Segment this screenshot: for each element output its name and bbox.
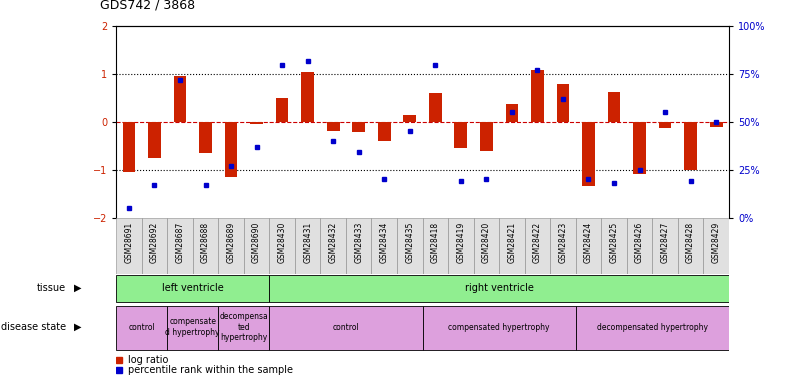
Bar	[703, 217, 729, 274]
Bar	[480, 122, 493, 150]
Bar	[633, 122, 646, 174]
Bar	[423, 306, 576, 350]
Bar	[582, 122, 595, 186]
Text: GSM28435: GSM28435	[405, 222, 414, 263]
Text: ▶: ▶	[74, 322, 81, 332]
Bar	[372, 217, 397, 274]
Bar	[218, 217, 244, 274]
Text: GSM28429: GSM28429	[711, 222, 721, 263]
Bar	[301, 72, 314, 122]
Text: control: control	[128, 322, 155, 332]
Bar	[454, 122, 467, 148]
Text: decompensa
ted
hypertrophy: decompensa ted hypertrophy	[219, 312, 268, 342]
Text: compensated hypertrophy: compensated hypertrophy	[449, 322, 549, 332]
Bar	[224, 122, 237, 177]
Bar	[174, 76, 187, 122]
Text: compensate
d hypertrophy: compensate d hypertrophy	[166, 318, 220, 337]
Text: ▶: ▶	[74, 283, 81, 293]
Bar	[525, 217, 550, 274]
Text: GSM28426: GSM28426	[635, 222, 644, 263]
Text: decompensated hypertrophy: decompensated hypertrophy	[597, 322, 708, 332]
Text: GSM28427: GSM28427	[661, 222, 670, 263]
Text: GSM28425: GSM28425	[610, 222, 618, 263]
Bar	[608, 92, 621, 122]
Text: GDS742 / 3868: GDS742 / 3868	[100, 0, 195, 11]
Bar	[531, 70, 544, 122]
Text: GSM28423: GSM28423	[558, 222, 567, 263]
Text: GSM28691: GSM28691	[124, 222, 134, 263]
Text: left ventricle: left ventricle	[162, 283, 223, 293]
Text: GSM28421: GSM28421	[507, 222, 517, 263]
Bar	[678, 217, 703, 274]
Bar	[352, 122, 365, 132]
Text: GSM28431: GSM28431	[303, 222, 312, 263]
Bar	[378, 122, 391, 141]
Bar	[602, 217, 626, 274]
Text: GSM28690: GSM28690	[252, 222, 261, 263]
Text: GSM28418: GSM28418	[431, 222, 440, 263]
Bar	[116, 217, 142, 274]
Bar	[167, 306, 218, 350]
Bar	[295, 217, 320, 274]
Bar	[320, 217, 346, 274]
Text: disease state: disease state	[1, 322, 66, 332]
Text: GSM28420: GSM28420	[482, 222, 491, 263]
Bar	[557, 84, 570, 122]
Bar	[193, 217, 218, 274]
Bar	[142, 217, 167, 274]
Bar	[404, 115, 417, 122]
Bar	[710, 122, 723, 127]
Text: GSM28434: GSM28434	[380, 222, 388, 263]
Text: GSM28688: GSM28688	[201, 222, 210, 263]
Bar	[116, 306, 167, 350]
Bar	[148, 122, 161, 158]
Bar	[397, 217, 423, 274]
Bar	[448, 217, 473, 274]
Text: percentile rank within the sample: percentile rank within the sample	[128, 365, 293, 375]
Text: tissue: tissue	[37, 283, 66, 293]
Bar	[276, 98, 288, 122]
Bar	[627, 217, 652, 274]
Text: control: control	[332, 322, 360, 332]
Bar	[423, 217, 448, 274]
Text: GSM28432: GSM28432	[328, 222, 338, 263]
Bar	[429, 93, 441, 122]
Text: log ratio: log ratio	[128, 354, 169, 364]
Bar	[499, 217, 525, 274]
Bar	[652, 217, 678, 274]
Bar	[327, 122, 340, 132]
Text: GSM28419: GSM28419	[457, 222, 465, 263]
Bar	[576, 217, 602, 274]
Bar	[250, 122, 263, 124]
Bar	[505, 104, 518, 122]
Text: GSM28687: GSM28687	[175, 222, 184, 263]
Bar	[346, 217, 372, 274]
Text: GSM28422: GSM28422	[533, 222, 542, 263]
Bar	[199, 122, 212, 153]
Text: GSM28424: GSM28424	[584, 222, 593, 263]
Bar	[123, 122, 135, 172]
Text: right ventricle: right ventricle	[465, 283, 533, 293]
Bar	[684, 122, 697, 170]
Bar	[269, 306, 422, 350]
Text: GSM28430: GSM28430	[278, 222, 287, 263]
Bar	[116, 275, 269, 302]
Bar	[167, 217, 193, 274]
Bar	[244, 217, 269, 274]
Bar	[269, 275, 729, 302]
Bar	[218, 306, 269, 350]
Bar	[269, 217, 295, 274]
Bar	[473, 217, 499, 274]
Text: GSM28692: GSM28692	[150, 222, 159, 263]
Text: GSM28689: GSM28689	[227, 222, 235, 263]
Text: GSM28428: GSM28428	[686, 222, 695, 263]
Bar	[550, 217, 576, 274]
Bar	[658, 122, 671, 128]
Bar	[576, 306, 729, 350]
Text: GSM28433: GSM28433	[354, 222, 363, 263]
